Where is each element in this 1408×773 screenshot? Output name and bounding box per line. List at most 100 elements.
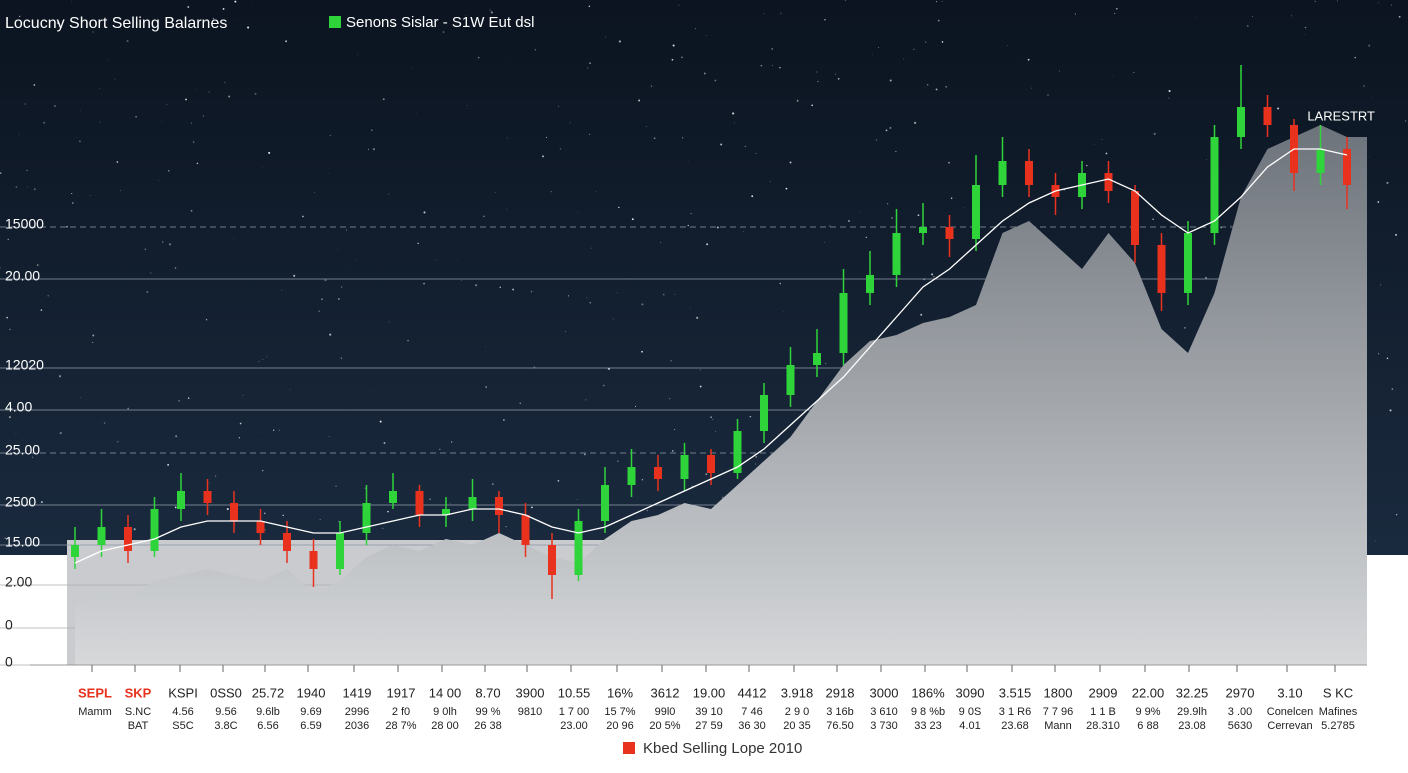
star (964, 207, 965, 208)
star (1372, 97, 1373, 98)
star (712, 419, 713, 420)
candle-body (363, 503, 371, 533)
star (175, 507, 177, 509)
x-tick-label: 19.00 (693, 685, 726, 700)
star (8, 239, 9, 240)
star (1369, 157, 1370, 158)
x-tick-label: 3090 (956, 685, 985, 700)
star (380, 421, 382, 423)
star (435, 259, 436, 260)
star (1252, 16, 1253, 17)
star (1396, 514, 1397, 515)
x-tick-label: S.NC (125, 706, 151, 718)
star (25, 103, 26, 104)
star (838, 78, 840, 80)
x-tick-label: 2 f0 (392, 706, 410, 718)
x-tick-label: 1419 (343, 685, 372, 700)
star (688, 225, 689, 226)
star (577, 499, 578, 500)
x-tick-label: 33 23 (914, 720, 942, 732)
star (1116, 8, 1118, 10)
star (770, 181, 771, 182)
star (646, 510, 648, 512)
star (266, 356, 267, 357)
star (329, 334, 331, 336)
x-tick-label: 1800 (1044, 685, 1073, 700)
star (490, 10, 491, 11)
star (237, 20, 238, 21)
candle-body (601, 485, 609, 521)
star (617, 461, 618, 462)
star (66, 226, 68, 228)
star (654, 137, 656, 139)
star (169, 243, 171, 245)
star (771, 48, 773, 50)
star (764, 13, 765, 14)
star (745, 146, 746, 147)
star (329, 173, 330, 174)
x-tick-label: Conelcen (1267, 706, 1313, 718)
star (373, 148, 375, 150)
star (811, 104, 813, 106)
star (330, 135, 331, 136)
x-tick-label: 2909 (1089, 685, 1118, 700)
star (641, 303, 643, 305)
star (193, 141, 195, 143)
candle-body (628, 467, 636, 485)
star (458, 259, 459, 260)
star (1378, 353, 1379, 354)
star (227, 508, 229, 510)
star (483, 216, 484, 217)
candle-body (257, 521, 265, 533)
star (262, 359, 263, 360)
star (187, 6, 189, 8)
star (603, 385, 605, 387)
x-tick-label: 23.08 (1178, 720, 1206, 732)
star (933, 276, 935, 278)
x-tick-label: Mamm (78, 706, 112, 718)
star (682, 137, 683, 138)
star (370, 391, 371, 392)
star (388, 193, 389, 194)
star (577, 212, 578, 213)
x-tick-label: 16% (607, 685, 633, 700)
star (817, 81, 818, 82)
candle-body (283, 533, 291, 551)
candle-body (1131, 191, 1139, 245)
x-tick-label: 9 0S (959, 706, 982, 718)
star (589, 134, 590, 135)
star (191, 123, 192, 124)
star (717, 227, 719, 229)
candle-body (840, 293, 848, 353)
x-tick-label: 3612 (651, 685, 680, 700)
x-tick-label: 4.56 (172, 706, 193, 718)
candle-body (336, 533, 344, 569)
star (268, 152, 270, 154)
star (866, 237, 867, 238)
star (90, 195, 91, 196)
star (335, 486, 336, 487)
star (243, 395, 244, 396)
star (107, 60, 108, 61)
candle-body (310, 551, 318, 569)
star (1405, 120, 1406, 121)
star (104, 422, 106, 424)
star (903, 59, 904, 60)
star (41, 309, 43, 311)
star (936, 1, 937, 2)
star (942, 41, 944, 43)
star (43, 122, 45, 124)
star (228, 96, 230, 98)
star (209, 483, 210, 484)
star (663, 294, 665, 296)
star (492, 483, 494, 485)
star (282, 515, 283, 516)
star (790, 162, 792, 164)
star (546, 137, 547, 138)
candle-body (893, 233, 901, 275)
x-tick-label: 27 59 (695, 720, 723, 732)
star (120, 190, 121, 191)
star (679, 5, 680, 6)
star (144, 249, 146, 251)
x-tick-label: 2970 (1226, 685, 1255, 700)
